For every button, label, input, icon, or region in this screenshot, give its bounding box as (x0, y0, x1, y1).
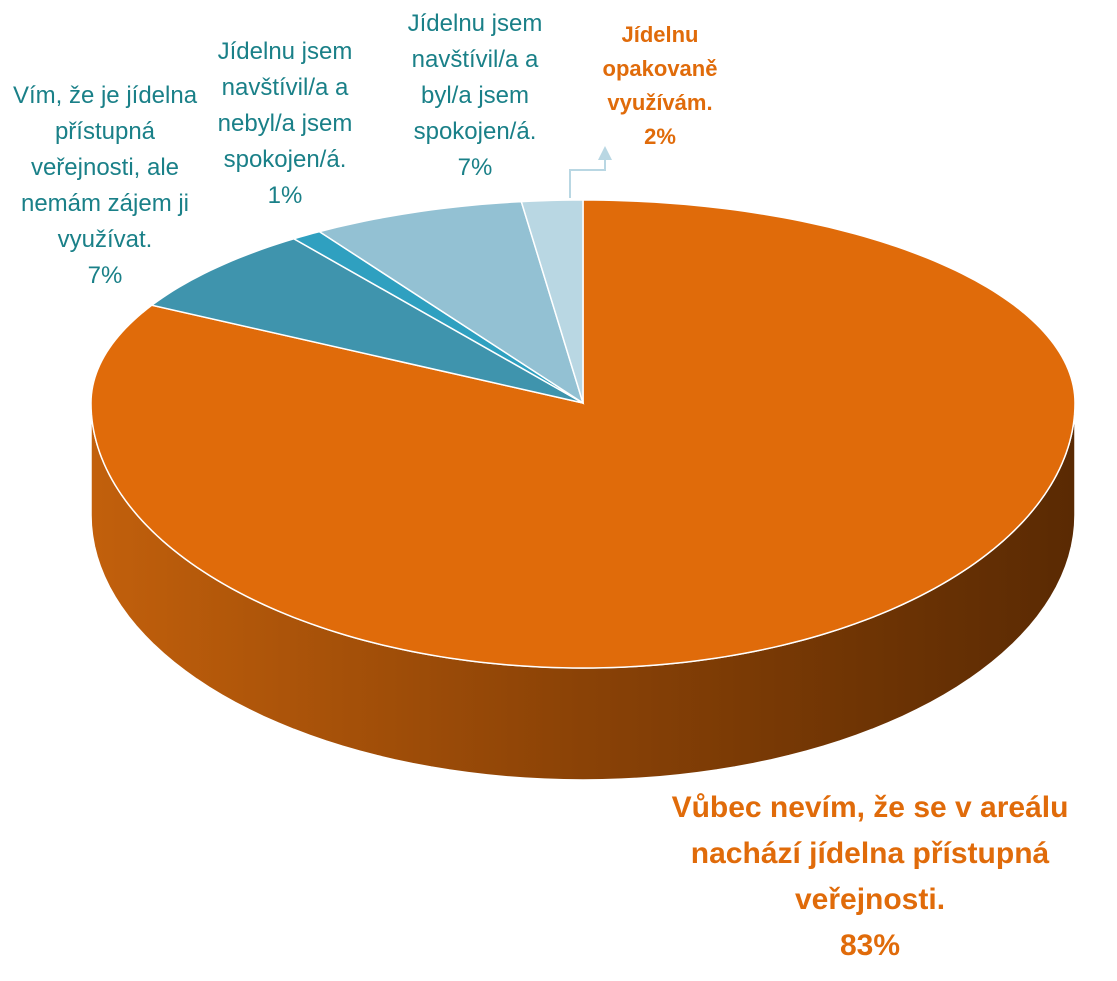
category-label: Vím, že je jídelna přístupná veřejnosti,… (12, 82, 198, 253)
data-label: Jídelnu jsem navštívil/a a byl/a jsem sp… (390, 6, 560, 186)
value-label: 1% (267, 182, 303, 209)
category-label: Jídelnu jsem navštívil/a a nebyl/a jsem … (217, 38, 353, 173)
leader-arrow (598, 146, 612, 160)
value-label: 2% (644, 124, 676, 149)
leader-line (569, 158, 606, 198)
data-label: Vůbec nevím, že se v areálu nachází jíde… (625, 785, 1115, 969)
pie-slice (150, 237, 584, 404)
data-label: Jídelnu opakovaně využívám. 2% (595, 18, 725, 154)
category-label: Jídelnu jsem navštívil/a a byl/a jsem sp… (407, 10, 543, 145)
category-label: Vůbec nevím, že se v areálu nachází jíde… (671, 791, 1069, 916)
category-label: Jídelnu opakovaně využívám. (602, 22, 718, 115)
data-label: Vím, že je jídelna přístupná veřejnosti,… (10, 78, 200, 294)
value-label: 7% (87, 262, 123, 289)
pie-slice (520, 199, 584, 404)
pie-slice (317, 200, 585, 405)
value-label: 7% (457, 154, 493, 181)
data-label: Jídelnu jsem navštívil/a a nebyl/a jsem … (200, 34, 370, 214)
value-label: 83% (839, 929, 901, 962)
pie-slice (90, 199, 1076, 669)
pie (90, 199, 1076, 781)
